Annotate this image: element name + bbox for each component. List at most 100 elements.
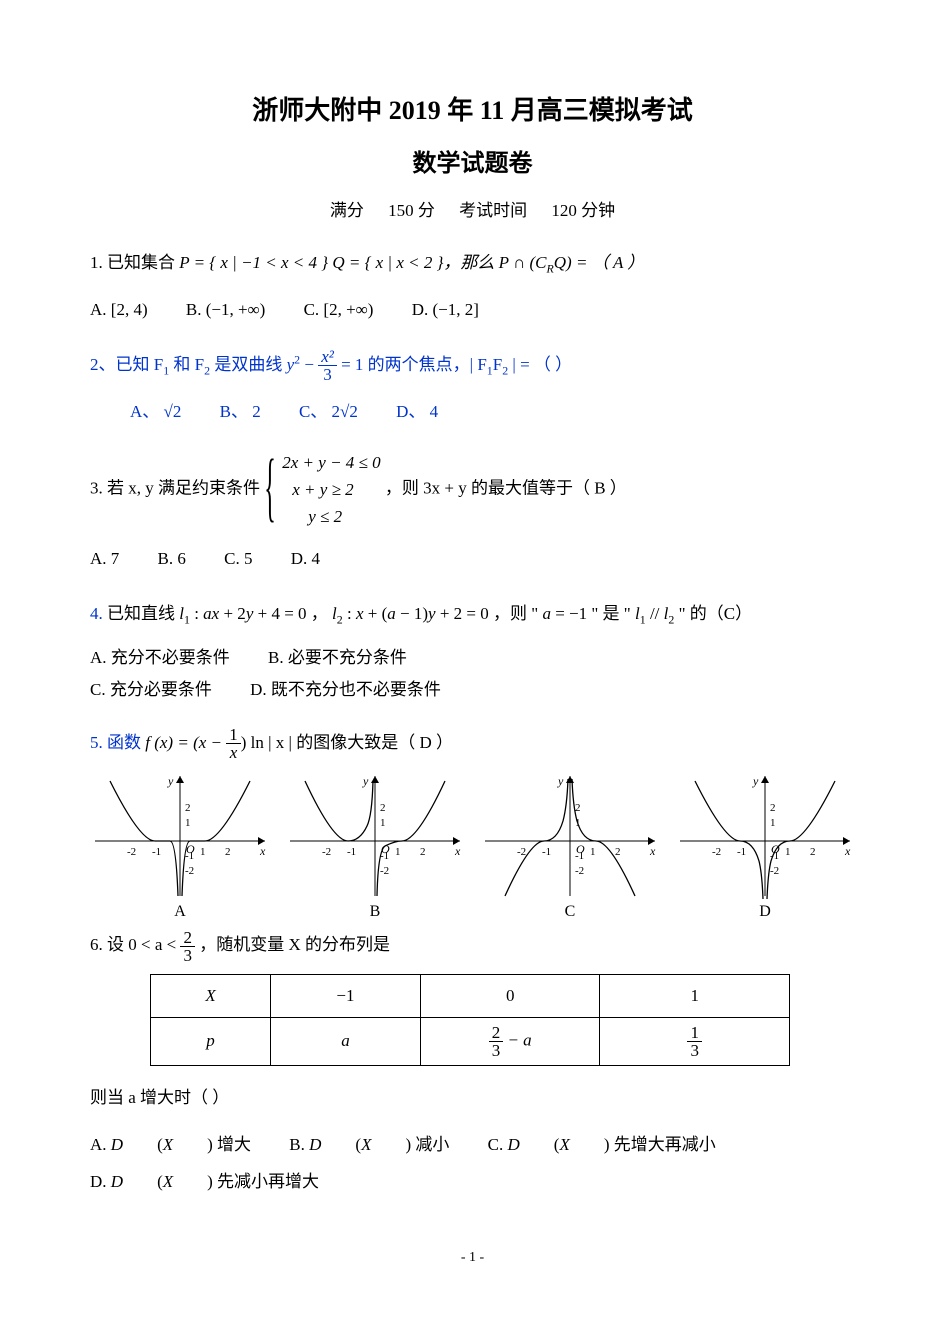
q5-ea: f (x) = (x −: [145, 733, 226, 752]
q2-opt-b: B、 2: [220, 402, 261, 421]
chart-c-label: C: [480, 903, 660, 921]
q5-prefix: 5. 函数: [90, 733, 145, 752]
exam-time-value: 120 分钟: [551, 201, 615, 220]
q6-fd: 3: [180, 947, 195, 964]
svg-text:-2: -2: [770, 865, 779, 877]
q3-opt-a: A. 7: [90, 549, 119, 568]
q4-options: A. 充分不必要条件 B. 必要不充分条件 C. 充分必要条件 D. 既不充分也…: [90, 642, 855, 707]
q2-minus: −: [300, 355, 318, 374]
q6-after: 则当 a 增大时（ ）: [90, 1080, 855, 1116]
q1-sub: R: [547, 261, 554, 275]
q6-opt-d: D. D(X) 先减小再增大: [90, 1172, 319, 1191]
q6-options: A. D(X) 增大 B. D(X) 减小 C. D(X) 先增大再减小 D. …: [90, 1126, 855, 1201]
svg-text:1: 1: [380, 817, 386, 829]
svg-text:x: x: [844, 844, 851, 858]
q2-m1: 和 F: [169, 355, 204, 374]
q2-frac-d: 3: [318, 366, 337, 383]
q1-opt-d: D. (−1, 2]: [412, 300, 479, 319]
q3-c3: y ≤ 2: [282, 503, 380, 530]
svg-text:y: y: [752, 774, 759, 788]
q1-opt-b: B. (−1, +∞): [186, 300, 265, 319]
q2-frac-n: x²: [318, 348, 337, 366]
q3-prefix: 3. 若 x, y 满足约束条件: [90, 478, 264, 497]
q5-fd: x: [226, 744, 241, 761]
q1-options: A. [2, 4) B. (−1, +∞) C. [2, +∞) D. (−1,…: [90, 291, 855, 328]
question-3: 3. 若 x, y 满足约束条件 2x + y − 4 ≤ 0 x + y ≥ …: [90, 449, 855, 531]
q3-options: A. 7 B. 6 C. 5 D. 4: [90, 540, 855, 577]
q1-opt-a: A. [2, 4): [90, 300, 148, 319]
svg-text:-2: -2: [322, 846, 331, 858]
svg-text:2: 2: [575, 802, 581, 814]
question-5: 5. 函数 f (x) = (x − 1x) ln | x | 的图像大致是（ …: [90, 725, 855, 762]
svg-text:2: 2: [185, 802, 191, 814]
svg-text:-1: -1: [575, 850, 584, 862]
q2-rhs: = 1 的两个焦点，| F: [337, 355, 487, 374]
q3-c1: 2x + y − 4 ≤ 0: [282, 449, 380, 476]
question-6: 6. 设 0 < a < 23 ，随机变量 X 的分布列是: [90, 927, 855, 964]
td-p-3: 13: [600, 1017, 790, 1065]
svg-text:2: 2: [380, 802, 386, 814]
chart-d: O x y 12 -1-2 12 -1-2 D: [675, 771, 855, 921]
td-p-2: 23 − a: [420, 1017, 600, 1065]
q2-p1: 2、已知 F: [90, 355, 163, 374]
q3-opt-d: D. 4: [291, 549, 320, 568]
q5-eb: ) ln | x | 的图像大致是（ D ）: [241, 733, 453, 752]
td-x-3: 1: [600, 974, 790, 1017]
svg-text:-2: -2: [380, 865, 389, 877]
q3-c2: x + y ≥ 2: [282, 476, 380, 503]
svg-text:-2: -2: [712, 846, 721, 858]
chart-a-label: A: [90, 903, 270, 921]
chart-d-label: D: [675, 903, 855, 921]
q1-prefix: 1. 已知集合: [90, 253, 179, 272]
full-score-label: 满分: [330, 201, 364, 220]
chart-c: O x y 12 -1-2 12 -1-2 C: [480, 771, 660, 921]
question-2: 2、已知 F1 和 F2 是双曲线 y2 − x²3 = 1 的两个焦点，| F…: [90, 347, 855, 384]
svg-text:-1: -1: [737, 846, 746, 858]
exam-page: 浙师大附中 2019 年 11 月高三模拟考试 数学试题卷 满分 150 分 考…: [0, 0, 945, 1306]
svg-text:1: 1: [785, 846, 791, 858]
svg-text:-2: -2: [575, 865, 584, 877]
title-line-2: 数学试题卷: [90, 143, 855, 178]
svg-text:-2: -2: [517, 846, 526, 858]
q1-tail: Q) = （ A ）: [554, 253, 645, 272]
q1-opt-c: C. [2, +∞): [304, 300, 374, 319]
q2-options: A、 √2 B、 2 C、 2√2 D、 4: [90, 393, 855, 430]
question-1: 1. 已知集合 P = { x | −1 < x < 4 } Q = { x |…: [90, 245, 855, 281]
question-4: 4. 已知直线 l1 : ax + 2y + 4 = 0 ， l2 : x + …: [90, 596, 855, 632]
svg-text:-2: -2: [185, 865, 194, 877]
svg-text:x: x: [649, 844, 656, 858]
svg-text:2: 2: [810, 846, 816, 858]
q2-lhs: y: [287, 355, 295, 374]
meta-line: 满分 150 分 考试时间 120 分钟: [90, 196, 855, 221]
svg-text:1: 1: [590, 846, 596, 858]
q5-fn: 1: [226, 726, 241, 744]
distribution-table: X −1 0 1 p a 23 − a 13: [150, 974, 790, 1066]
q2-opt-a: A、 √2: [130, 402, 181, 421]
td-x-2: 0: [420, 974, 600, 1017]
q3-opt-c: C. 5: [224, 549, 252, 568]
svg-text:x: x: [454, 844, 461, 858]
svg-text:y: y: [167, 774, 174, 788]
th-X: X: [151, 974, 271, 1017]
svg-text:-2: -2: [127, 846, 136, 858]
chart-a: O x y 12 -1-2 12 -1-2 A: [90, 771, 270, 921]
svg-text:y: y: [557, 774, 564, 788]
title-line-1: 浙师大附中 2019 年 11 月高三模拟考试: [90, 90, 855, 127]
q4-opt-c: C. 充分必要条件: [90, 680, 212, 699]
q4-opt-a: A. 充分不必要条件: [90, 648, 230, 667]
q2-tail: | = （ ）: [508, 355, 572, 374]
td-x-1: −1: [271, 974, 421, 1017]
q6-opt-a: A. D(X) 增大: [90, 1135, 251, 1154]
svg-text:-1: -1: [347, 846, 356, 858]
q2-ff: F: [493, 355, 502, 374]
exam-time-label: 考试时间: [459, 201, 527, 220]
q3-system: 2x + y − 4 ≤ 0 x + y ≥ 2 y ≤ 2: [264, 449, 380, 531]
th-p: p: [151, 1017, 271, 1065]
svg-text:-1: -1: [152, 846, 161, 858]
q5-charts: O x y 12 -1-2 12 -1-2 A O x y 12 -1-2: [90, 771, 855, 921]
q4-opt-b: B. 必要不充分条件: [268, 648, 407, 667]
q1-expr: P = { x | −1 < x < 4 } Q = { x | x < 2 }…: [179, 253, 546, 272]
svg-text:2: 2: [420, 846, 426, 858]
page-number: - 1 -: [90, 1250, 855, 1266]
chart-b-label: B: [285, 903, 465, 921]
